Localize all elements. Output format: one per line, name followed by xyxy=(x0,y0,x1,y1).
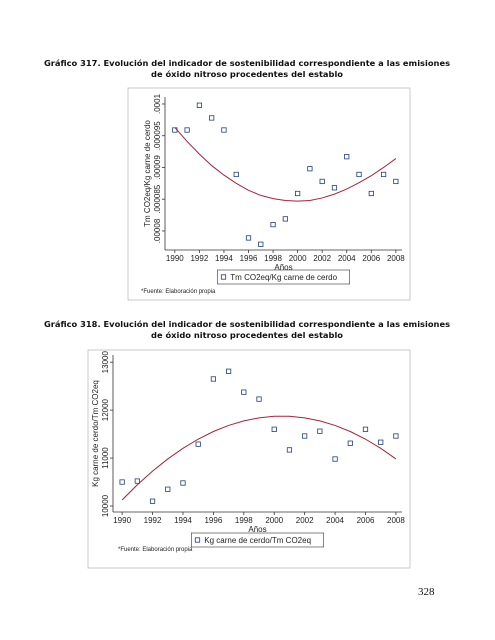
fit-line xyxy=(121,415,397,501)
legend-label: Kg carne de cerdo/Tm CO2eq xyxy=(204,536,311,545)
x-tick-label: 1992 xyxy=(144,516,162,525)
data-point xyxy=(195,441,201,447)
data-point xyxy=(210,376,216,382)
legend-marker xyxy=(194,537,201,543)
x-tick-label: 1992 xyxy=(190,254,208,263)
data-point xyxy=(282,216,288,222)
x-tick-label: 1998 xyxy=(235,516,253,525)
data-point xyxy=(149,498,156,504)
x-tick-label: 2004 xyxy=(338,254,356,263)
x-axis-title: Años xyxy=(274,263,292,272)
y-axis-title: Tm CO2eq/Kg carne de cerdo xyxy=(143,120,152,227)
x-tick-label: 2008 xyxy=(387,516,405,525)
x-tick-label: 1990 xyxy=(113,516,131,525)
data-point xyxy=(233,171,239,178)
data-point xyxy=(225,368,232,374)
data-point xyxy=(256,396,262,402)
data-point xyxy=(270,222,276,228)
data-point xyxy=(119,479,125,485)
data-point xyxy=(393,433,399,439)
y-tick-label: .0001 xyxy=(153,93,162,114)
x-tick-label: 2000 xyxy=(289,254,307,263)
y-tick-label: .00008 xyxy=(153,218,162,243)
legend-label: Tm CO2eq/Kg carne de cerdo xyxy=(230,273,337,282)
data-point xyxy=(331,185,338,191)
data-point xyxy=(286,447,293,453)
data-point xyxy=(380,171,387,178)
y-tick-label: 10000 xyxy=(101,494,110,517)
source-note: *Fuente: Elaboración propia xyxy=(118,547,193,553)
data-point xyxy=(319,178,325,185)
y-axis-title: Kg carne de cerdo/Tm CO2eq xyxy=(91,380,100,487)
data-point xyxy=(134,478,140,484)
legend-marker xyxy=(220,274,227,280)
data-point xyxy=(241,389,247,395)
data-point xyxy=(180,480,186,486)
data-point xyxy=(332,456,338,462)
data-point xyxy=(347,440,353,446)
data-point xyxy=(245,235,252,241)
chart-title: Gráfico 318. Evolución del indicador de … xyxy=(44,319,450,340)
data-point xyxy=(393,178,399,185)
data-point xyxy=(307,166,313,172)
x-tick-label: 1998 xyxy=(264,254,282,263)
x-tick-label: 2008 xyxy=(387,254,405,263)
data-point xyxy=(362,426,369,432)
data-point xyxy=(317,428,323,434)
plot-area xyxy=(165,97,402,250)
y-tick-label: .000095 xyxy=(153,121,162,150)
x-tick-label: 2002 xyxy=(296,516,314,525)
y-tick-label: 13000 xyxy=(101,351,110,374)
data-point xyxy=(295,190,301,197)
source-note: *Fuente: Elaboración propia xyxy=(141,289,216,295)
data-point xyxy=(378,439,384,445)
data-point xyxy=(165,486,171,492)
x-tick-label: 1994 xyxy=(174,516,192,525)
x-tick-label: 2006 xyxy=(357,516,375,525)
x-tick-label: 2002 xyxy=(313,254,331,263)
data-point xyxy=(271,426,277,432)
legend-box xyxy=(191,532,324,548)
x-tick-label: 1996 xyxy=(240,254,258,263)
data-point xyxy=(209,115,215,121)
x-tick-label: 2004 xyxy=(326,516,344,525)
data-point xyxy=(196,102,202,108)
data-point xyxy=(356,171,362,178)
y-tick-label: .000085 xyxy=(153,184,162,213)
page-number: 328 xyxy=(418,586,435,598)
fit-line xyxy=(174,127,397,202)
x-axis-title: Años xyxy=(248,525,266,534)
data-point xyxy=(184,127,190,133)
x-tick-label: 1994 xyxy=(215,254,233,263)
chart-title: Gráfico 317. Evolución del indicador de … xyxy=(44,58,450,79)
y-tick-label: 12000 xyxy=(101,398,110,421)
legend-box xyxy=(217,269,350,285)
x-tick-label: 1996 xyxy=(204,516,222,525)
plot-area xyxy=(113,355,402,512)
data-point xyxy=(258,241,264,247)
data-point xyxy=(302,433,308,439)
x-tick-label: 1990 xyxy=(166,254,184,263)
y-tick-label: .00009 xyxy=(153,155,162,180)
data-point xyxy=(221,127,227,133)
y-tick-label: 11000 xyxy=(101,447,110,469)
x-tick-label: 2006 xyxy=(362,254,380,263)
data-point xyxy=(368,190,374,197)
x-tick-label: 2000 xyxy=(265,516,283,525)
data-point xyxy=(344,154,350,160)
